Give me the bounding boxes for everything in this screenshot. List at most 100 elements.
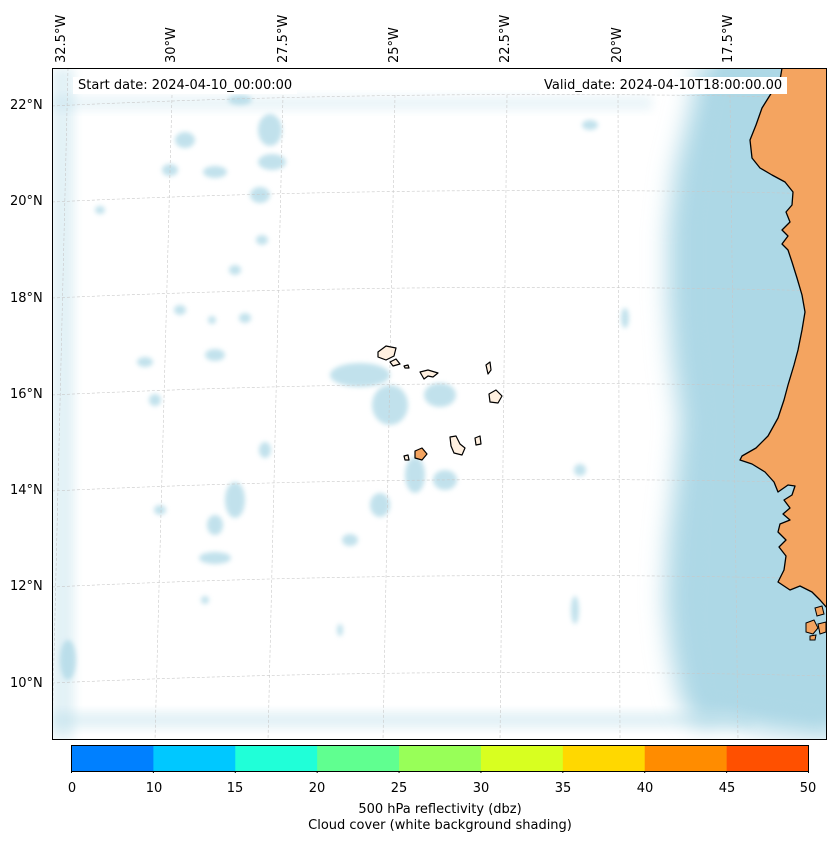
colorbar-tick-40: 40 [636, 781, 654, 796]
cloud-patches [60, 95, 629, 680]
lon-label-25W: 25°W [387, 27, 402, 63]
grid-parallel [52, 190, 827, 203]
lat-label-10N: 10°N [10, 676, 43, 691]
colorbar-segment [726, 745, 809, 772]
colorbar-segment [235, 745, 318, 772]
colorbar-tick-0: 0 [67, 781, 77, 796]
cloud-patch [405, 457, 425, 493]
colorbar-segment [399, 745, 482, 772]
graticule [52, 68, 827, 740]
grid-meridian [52, 68, 69, 740]
lat-label-12N: 12°N [10, 579, 43, 594]
island-maio [474, 435, 482, 446]
cloud-patch [60, 640, 76, 680]
colorbar-segments [71, 745, 809, 772]
colorbar-tick-15: 15 [226, 781, 244, 796]
colorbar-segment [153, 745, 236, 772]
lat-label-18N: 18°N [10, 291, 43, 306]
grid-meridian [617, 94, 621, 740]
grid-parallel [52, 479, 827, 492]
lon-label-30W: 30°W [164, 27, 179, 63]
cape-verde-islands [377, 345, 503, 461]
valid-date-label: Valid_date: 2024-04-10T18:00:00.00 [539, 77, 788, 94]
cloud-patch [433, 470, 457, 490]
cloud-patch [574, 464, 586, 476]
cloud-patch [175, 132, 195, 148]
colorbar-segment [317, 745, 400, 772]
colorbar-tick-30: 30 [472, 781, 490, 796]
cloud-patch [239, 313, 251, 323]
colorbar-segment [562, 745, 646, 772]
cloud-patch [571, 596, 579, 624]
cloud-patch [258, 154, 286, 170]
lon-label-32.5W: 32.5°W [54, 14, 69, 63]
cloud-patch [199, 552, 231, 564]
lon-label-17.5W: 17.5°W [721, 14, 736, 63]
grid-meridian [499, 94, 508, 740]
colorbar-tick-50: 50 [799, 781, 817, 796]
lon-label-22.5W: 22.5°W [498, 14, 513, 63]
cloud-patch [259, 442, 271, 458]
island-sao-nicolau [419, 369, 439, 380]
grid-meridian [729, 94, 739, 740]
cloud-patch [256, 235, 268, 245]
cloud-patch [201, 596, 209, 604]
grid-meridian [267, 94, 284, 740]
start-date-label: Start date: 2024-04-10_00:00:00 [73, 77, 298, 94]
colorbar-tick-20: 20 [308, 781, 326, 796]
island-sao-vicente [389, 358, 401, 367]
cloud-patch [330, 363, 390, 387]
lat-label-14N: 14°N [10, 483, 43, 498]
map-frame [52, 68, 827, 740]
colorbar-segment [480, 745, 564, 772]
island-fogo [414, 447, 428, 461]
cloud-patch [203, 166, 227, 178]
grid-meridian [382, 94, 396, 740]
colorbar [71, 745, 809, 773]
island-boa-vista [488, 389, 503, 404]
grid-parallel [52, 672, 827, 684]
cloud-patch [337, 624, 343, 636]
cloud-patch [207, 515, 223, 535]
colorbar-label: 500 hPa reflectivity (dbz) [358, 802, 522, 817]
bissagos-island [809, 634, 817, 641]
cloud-patch [228, 95, 252, 105]
colorbar-sublabel: Cloud cover (white background shading) [308, 818, 572, 833]
colorbar-tick-marks [71, 771, 809, 773]
lon-label-27.5W: 27.5°W [276, 14, 291, 63]
colorbar-tick-45: 45 [718, 781, 736, 796]
island-santa-luzia [403, 364, 410, 369]
map-panel [52, 68, 827, 740]
cloud-patch [149, 394, 161, 406]
cloud-patch [582, 120, 598, 130]
cloud-patch [370, 493, 390, 517]
bissagos-island [805, 619, 819, 635]
grid-parallel [52, 94, 827, 107]
colorbar-frame [71, 745, 809, 772]
island-santiago [449, 435, 466, 456]
cloud-patch [174, 305, 186, 315]
cloud-patch [154, 505, 166, 515]
cloud-patch [208, 316, 216, 324]
colorbar-segment [71, 745, 154, 772]
cloud-patch [95, 206, 105, 214]
colorbar-tick-25: 25 [390, 781, 408, 796]
colorbar-tick-35: 35 [554, 781, 572, 796]
bissagos-island [814, 605, 825, 617]
bissagos-island [817, 621, 827, 635]
lat-label-16N: 16°N [10, 387, 43, 402]
cloud-patch [424, 383, 456, 407]
cloud-edge-north [52, 96, 652, 110]
cloud-patch [372, 385, 408, 425]
cloud-patch [205, 349, 225, 361]
lat-label-20N: 20°N [10, 194, 43, 209]
grid-parallel [52, 287, 827, 299]
grid-parallel [52, 383, 827, 396]
africa-coastline [739, 68, 827, 609]
cloud-patch [621, 308, 629, 328]
island-santo-antao [377, 345, 397, 361]
grid-meridian [154, 94, 173, 740]
cloud-patch [225, 482, 245, 518]
colorbar-tick-10: 10 [145, 781, 163, 796]
cloud-patch [258, 114, 282, 146]
